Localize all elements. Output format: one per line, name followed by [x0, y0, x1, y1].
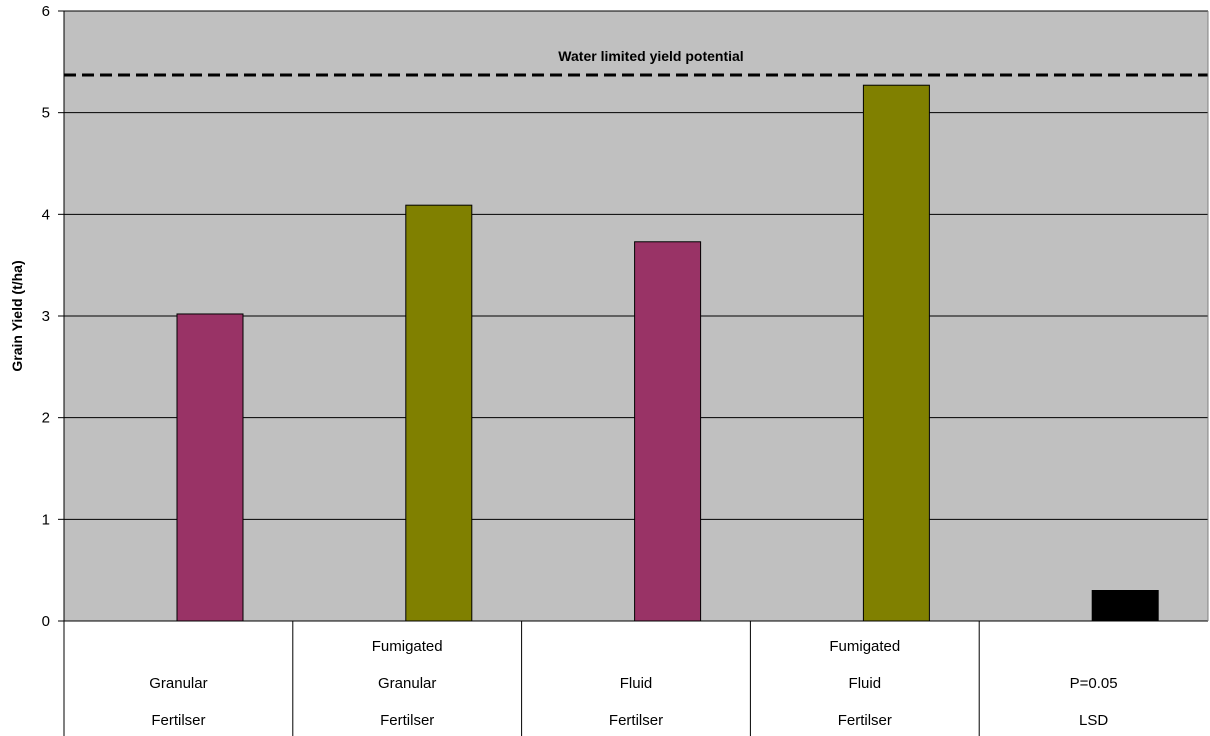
x-category-label: LSD — [1079, 712, 1108, 729]
y-tick-label: 6 — [42, 3, 50, 20]
bar — [176, 313, 244, 622]
bar — [1091, 590, 1159, 622]
x-category-label: Granular — [149, 675, 207, 692]
x-category-label: Fluid — [849, 675, 882, 692]
bars — [176, 84, 1159, 622]
reference-line-label: Water limited yield potential — [558, 48, 743, 64]
y-tick-label: 3 — [42, 308, 50, 325]
x-category-label: Fertilser — [609, 712, 663, 729]
x-category-label: Fumigated — [829, 638, 900, 655]
x-category-label: Granular — [378, 675, 436, 692]
y-tick-label: 2 — [42, 410, 50, 427]
y-tick-label: 0 — [42, 613, 50, 630]
reference-line-group: Water limited yield potential — [64, 48, 1208, 77]
x-category-label: Fumigated — [372, 638, 443, 655]
bar — [862, 84, 930, 622]
x-category-label: Fertilser — [380, 712, 434, 729]
y-tick-label: 5 — [42, 105, 50, 122]
y-tick-label: 1 — [42, 511, 50, 528]
axes — [58, 10, 1209, 736]
y-axis-title: Grain Yield (t/ha) — [9, 260, 25, 371]
x-category-label: Fertilser — [838, 712, 892, 729]
bar — [405, 204, 473, 622]
x-category-label: Fertilser — [151, 712, 205, 729]
axis-labels: 0 1 2 3 4 5 6 Granular Fertilser Fumigated Granula… — [9, 3, 1118, 729]
x-category-label: Fluid — [620, 675, 653, 692]
x-category-label: P=0.05 — [1070, 675, 1118, 692]
y-tick-label: 4 — [42, 206, 50, 223]
bar — [634, 241, 702, 622]
